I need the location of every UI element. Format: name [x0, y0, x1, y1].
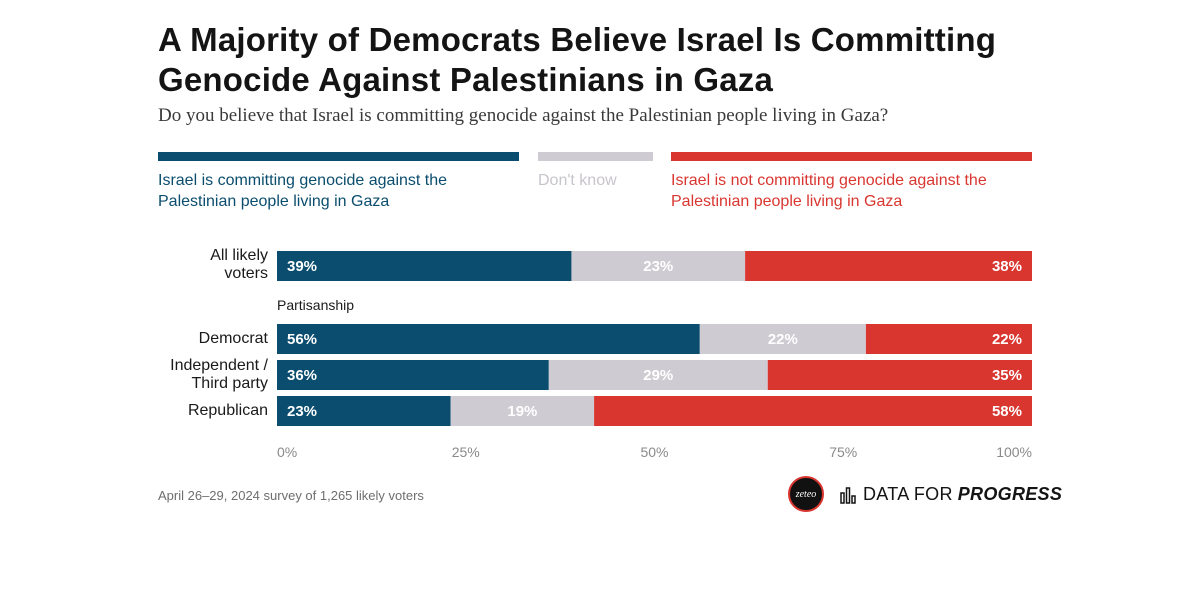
bar-independent-committing — [277, 360, 549, 390]
value-label-republican-committing: 23% — [287, 403, 317, 420]
legend-swatch-not-committing — [671, 152, 1032, 161]
legend-item-committing: Israel is committing genocide against th… — [158, 152, 519, 212]
row-label-democrat: Democrat — [198, 330, 268, 347]
bar-chart-icon — [840, 486, 856, 504]
legend-item-not-committing: Israel is not committing genocide agains… — [671, 152, 1032, 212]
chart-subtitle: Do you believe that Israel is committing… — [158, 105, 889, 126]
legend-item-dont-know: Don't know — [538, 152, 653, 191]
bar-democrat-not-committing — [865, 324, 1032, 354]
row-label-independent-line2: Third party — [191, 375, 268, 392]
value-label-democrat-dont-know: 22% — [768, 331, 798, 348]
bar-republican-dont-know — [450, 396, 595, 426]
row-label-all-voters-text: All likely voters — [210, 247, 268, 282]
dfp-logo-text: DATA FOR — [863, 484, 953, 504]
bar-independent-not-committing — [767, 360, 1032, 390]
legend-swatch-committing — [158, 152, 519, 161]
legend-label-dont-know: Don't know — [538, 172, 617, 189]
zeteo-logo-text: zeteo — [795, 488, 817, 500]
value-label-independent-not-committing: 35% — [992, 367, 1022, 384]
value-label-all-voters-committing: 39% — [287, 258, 317, 275]
x-tick-label: 25% — [452, 444, 480, 460]
value-label-democrat-committing: 56% — [287, 331, 317, 348]
value-label-democrat-not-committing: 22% — [992, 331, 1022, 348]
bar-democrat-dont-know — [699, 324, 866, 354]
group-label-partisanship: Partisanship — [277, 297, 355, 313]
legend-label-committing: Israel is committing genocide against th… — [158, 172, 448, 210]
value-label-independent-dont-know: 29% — [643, 367, 673, 384]
bar-democrat-committing — [277, 324, 700, 354]
chart-title: A Majority of Democrats Believe Israel I… — [158, 21, 997, 98]
bar-all-voters-committing — [277, 251, 572, 281]
data-for-progress-logo: DATA FOR PROGRESS — [840, 484, 1062, 505]
value-label-all-voters-dont-know: 23% — [643, 258, 673, 275]
x-tick-label: 50% — [640, 444, 668, 460]
x-tick-label: 0% — [277, 444, 297, 460]
legend-label-not-committing: Israel is not committing genocide agains… — [671, 172, 987, 210]
row-label-all-voters: All likely voters — [198, 247, 268, 283]
bar-independent-dont-know — [548, 360, 768, 390]
zeteo-logo: zeteo — [788, 476, 824, 512]
bar-republican-not-committing — [594, 396, 1032, 426]
bar-all-voters-dont-know — [571, 251, 746, 281]
value-label-republican-not-committing: 58% — [992, 403, 1022, 420]
survey-footnote: April 26–29, 2024 survey of 1,265 likely… — [158, 488, 424, 503]
dfp-logo-bold-text: PROGRESS — [957, 484, 1063, 504]
x-tick-label: 100% — [996, 444, 1032, 460]
bar-all-voters-not-committing — [745, 251, 1032, 281]
row-label-independent: Independent / Third party — [170, 357, 268, 393]
value-label-republican-dont-know: 19% — [507, 403, 537, 420]
x-tick-label: 75% — [829, 444, 857, 460]
row-label-republican: Republican — [187, 402, 268, 419]
bar-republican-committing — [277, 396, 451, 426]
value-label-all-voters-not-committing: 38% — [992, 258, 1022, 275]
legend-swatch-dont-know — [538, 152, 653, 161]
value-label-independent-committing: 36% — [287, 367, 317, 384]
row-label-independent-line1: Independent / — [170, 357, 268, 374]
